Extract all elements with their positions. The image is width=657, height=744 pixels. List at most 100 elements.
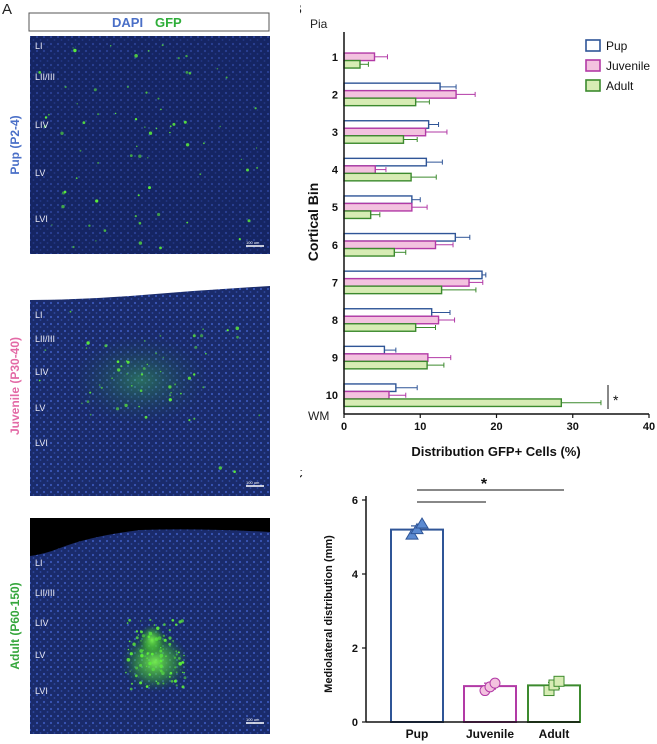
gfp-cell (134, 674, 138, 678)
significance-annotation: * (607, 385, 619, 409)
gfp-cell (131, 682, 133, 685)
gfp-cell (185, 54, 188, 58)
bars-group: Pup Juvenile Adult (390, 517, 581, 741)
y-tick-label: 2 (332, 89, 338, 101)
gfp-cell (177, 57, 180, 60)
y-tick-label: 0 (352, 717, 358, 729)
gfp-cell (170, 680, 174, 683)
gfp-cell (146, 665, 148, 668)
legend-label: Adult (606, 79, 634, 93)
gfp-cell (160, 656, 162, 659)
gfp-cell (169, 125, 172, 128)
adult-layer-labels: LI LII/III LIV LV LVI (35, 558, 55, 696)
gfp-cell (136, 145, 138, 147)
gfp-cell (100, 386, 103, 389)
gfp-cell (129, 154, 133, 158)
gfp-cell (182, 671, 184, 674)
y-tick-label: 4 (352, 569, 359, 581)
pup-gfp-cells (38, 44, 259, 250)
gfp-cell (38, 379, 41, 382)
gfp-cell (134, 215, 137, 218)
gfp-cell (126, 622, 129, 624)
gfp-cell (168, 675, 171, 678)
bar (343, 195, 413, 205)
gfp-cell (132, 642, 136, 646)
gfp-cell (144, 126, 146, 128)
gfp-cell (63, 190, 67, 194)
gfp-cell (147, 50, 150, 52)
gfp-cell (161, 671, 165, 675)
gfp-cell (150, 652, 154, 656)
gfp-cell (235, 326, 240, 331)
y-axis-title: Mediolateral distribution (mm) (323, 535, 335, 693)
gfp-cell (159, 246, 162, 250)
bar (343, 308, 433, 317)
gfp-cell (247, 219, 251, 223)
gfp-cell (183, 120, 187, 124)
gfp-cell (127, 648, 130, 651)
legend-swatch (585, 59, 601, 72)
gfp-cell (154, 637, 159, 641)
x-tick-label: 10 (414, 421, 426, 433)
gfp-cell (236, 335, 239, 339)
gfp-cell (181, 661, 184, 664)
gfp-cell (163, 638, 167, 642)
axes-group: 0 10 20 30 40 (341, 32, 655, 433)
gfp-cell (174, 383, 177, 386)
gfp-cell (129, 687, 133, 691)
dapi-label: DAPI (112, 15, 143, 30)
gfp-cell (144, 655, 146, 657)
gfp-cell (159, 335, 162, 337)
gfp-cell (76, 103, 78, 105)
layer-label: LIV (35, 618, 49, 628)
gfp-cell (160, 647, 162, 649)
layer-label: LV (35, 403, 45, 413)
data-point (410, 522, 424, 535)
gfp-cell (155, 680, 158, 683)
gfp-cell (159, 669, 163, 673)
gfp-cell (138, 241, 143, 245)
gfp-cell (169, 671, 173, 675)
gfp-cell (38, 71, 42, 74)
gfp-cell (140, 654, 144, 658)
bar (343, 120, 430, 129)
y-tick-label: 7 (332, 277, 338, 289)
gfp-cell (95, 199, 99, 203)
scale-bar-label: 100 um (246, 480, 260, 485)
juvenile-gfp-cells (38, 310, 261, 474)
gfp-cell (159, 664, 163, 668)
gfp-cell (79, 149, 82, 152)
gfp-cell (81, 402, 83, 405)
gfp-cell (254, 107, 257, 110)
gfp-cell (159, 649, 163, 653)
bar (343, 390, 390, 400)
gfp-cell (44, 349, 47, 351)
bar (390, 528, 444, 723)
layer-label: LI (35, 41, 43, 51)
gfp-cell (161, 44, 164, 47)
gfp-cell (126, 373, 128, 375)
gfp-cell (258, 414, 261, 417)
gfp-cell (162, 634, 166, 637)
gfp-cell (156, 682, 160, 685)
legend-swatch (585, 79, 601, 92)
gfp-cell (125, 671, 127, 674)
gfp-cell (226, 329, 229, 332)
gfp-cell (148, 186, 151, 190)
gfp-cell (86, 400, 90, 403)
gfp-cell (51, 224, 53, 226)
gfp-cell (168, 385, 172, 389)
gfp-cell (177, 651, 180, 654)
gfp-cell (218, 466, 222, 470)
gfp-cell (82, 121, 86, 124)
gfp-cell (131, 385, 133, 387)
gfp-cell (192, 334, 196, 338)
bar (343, 315, 440, 325)
gfp-cell (139, 620, 142, 622)
gfp-cell (98, 384, 101, 386)
gfp-cell (188, 419, 191, 422)
layer-label: LI (35, 558, 43, 568)
layer-label: LVI (35, 214, 48, 224)
data-point (489, 677, 501, 689)
layer-label: LVI (35, 686, 48, 696)
